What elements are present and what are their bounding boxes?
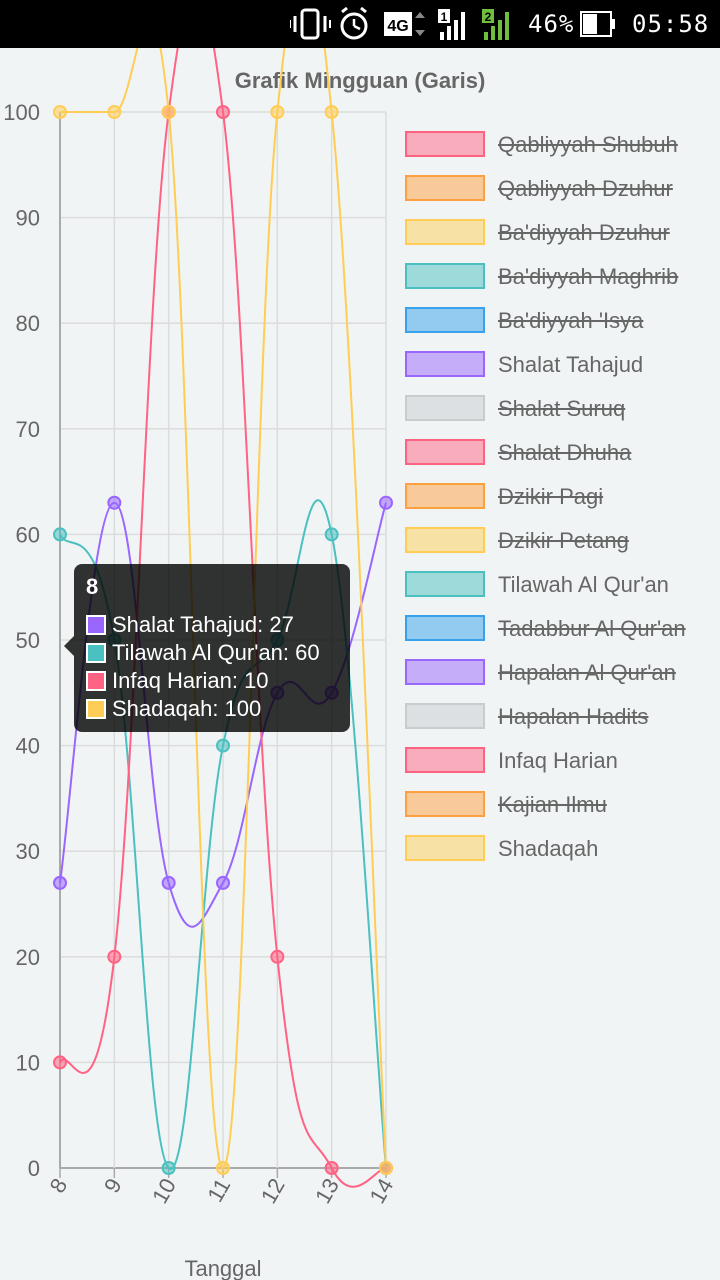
legend-swatch xyxy=(405,219,485,245)
x-tick-label: 10 xyxy=(147,1174,181,1208)
tooltip-swatch xyxy=(86,671,106,691)
legend-swatch xyxy=(405,571,485,597)
battery-percent: 46% xyxy=(528,10,575,38)
legend-swatch xyxy=(405,351,485,377)
data-point xyxy=(53,1055,67,1070)
data-point xyxy=(53,105,67,119)
tooltip-title: 8 xyxy=(86,574,99,599)
data-point xyxy=(216,875,230,890)
legend-swatch xyxy=(405,791,485,817)
data-point xyxy=(161,105,176,119)
series-line xyxy=(59,48,387,1188)
legend-swatch xyxy=(405,395,485,421)
data-point xyxy=(324,527,339,542)
x-tick-label: 9 xyxy=(99,1174,127,1197)
status-icons: 4G 1 2 xyxy=(290,6,509,40)
legend-swatch xyxy=(405,747,485,773)
tooltip-swatch xyxy=(86,699,106,719)
tooltip-swatch xyxy=(86,643,106,663)
legend-swatch xyxy=(405,835,485,861)
x-tick-label: 8 xyxy=(45,1174,73,1197)
legend-swatch xyxy=(405,527,485,553)
y-tick-label: 80 xyxy=(16,311,40,336)
clock: 05:58 xyxy=(632,10,710,38)
data-point xyxy=(379,495,393,510)
tooltip-item: Shalat Tahajud: 27 xyxy=(86,611,294,639)
tooltip-item-text: Shadaqah: 100 xyxy=(112,696,262,721)
data-point xyxy=(161,875,176,890)
y-tick-label: 40 xyxy=(16,734,40,759)
legend-swatch xyxy=(405,483,485,509)
legend-label: Infaq Harian xyxy=(498,748,618,773)
data-point xyxy=(270,105,285,119)
tooltip-item: Shadaqah: 100 xyxy=(86,695,261,723)
series-line xyxy=(59,48,387,1170)
data-point xyxy=(216,105,230,119)
network-type-label: 4G xyxy=(387,18,408,35)
y-tick-label: 30 xyxy=(16,839,40,864)
y-tick-label: 70 xyxy=(16,417,40,442)
weekly-line-chart: Grafik Mingguan (Garis) 0 10 20 30 40 50 60 70 8… xyxy=(3,48,686,1280)
legend-swatch xyxy=(405,131,485,157)
y-tick-label: 10 xyxy=(16,1050,40,1075)
battery-icon xyxy=(580,11,615,37)
data-point xyxy=(324,1161,339,1175)
data-point xyxy=(216,738,230,753)
data-point xyxy=(107,105,122,119)
legend-swatch xyxy=(405,439,485,465)
data-point xyxy=(107,495,122,510)
y-tick-label: 60 xyxy=(16,522,40,547)
network-4g-icon: 4G xyxy=(384,12,425,36)
tooltip-item-text: Shalat Tahajud: 27 xyxy=(112,612,294,637)
chart-title: Grafik Mingguan (Garis) xyxy=(235,68,486,93)
legend-label: Tilawah Al Qur'an xyxy=(498,572,669,597)
data-point xyxy=(53,875,67,890)
legend-label: Shadaqah xyxy=(498,836,598,861)
data-point xyxy=(379,1161,393,1175)
sim2-label: 2 xyxy=(485,10,492,24)
data-point xyxy=(107,949,122,964)
vibrate-icon xyxy=(290,8,331,40)
data-point xyxy=(216,1161,230,1175)
legend-swatch xyxy=(405,659,485,685)
y-tick-label: 100 xyxy=(3,100,40,125)
sim1-label: 1 xyxy=(441,10,448,24)
tooltip-item-text: Tilawah Al Qur'an: 60 xyxy=(112,640,320,665)
x-tick-label: 12 xyxy=(256,1174,290,1208)
tooltip-item: Tilawah Al Qur'an: 60 xyxy=(86,639,320,667)
alarm-icon xyxy=(340,6,368,40)
y-axis-ticks: 0 10 20 30 40 50 60 70 80 90 100 xyxy=(3,100,40,1181)
x-tick-label: 11 xyxy=(202,1174,235,1206)
y-tick-label: 20 xyxy=(16,945,40,970)
data-point xyxy=(324,105,339,119)
legend-swatch xyxy=(405,615,485,641)
tooltip-swatch xyxy=(86,615,106,635)
y-tick-label: 90 xyxy=(16,206,40,231)
data-point xyxy=(270,949,285,964)
x-axis-title: Tanggal xyxy=(184,1256,261,1280)
y-tick-label: 50 xyxy=(16,628,40,653)
x-axis-ticks: 8 9 10 11 12 13 14 xyxy=(45,1174,399,1208)
status-bar: 4G 1 2 46% 05:58 xyxy=(0,0,720,48)
tooltip-item: Infaq Harian: 10 xyxy=(86,667,269,695)
tooltip-item-text: Infaq Harian: 10 xyxy=(112,668,269,693)
y-tick-label: 0 xyxy=(28,1156,40,1181)
chart-tooltip: 8 Shalat Tahajud: 27 Tilawah Al Qur'an: … xyxy=(64,564,350,732)
signal-sim1-icon: 1 xyxy=(438,9,465,40)
data-point xyxy=(161,1161,176,1175)
data-point xyxy=(53,527,67,542)
legend-swatch xyxy=(405,307,485,333)
signal-sim2-icon: 2 xyxy=(482,9,509,40)
legend-swatch xyxy=(405,263,485,289)
legend-swatch xyxy=(405,703,485,729)
legend-swatch xyxy=(405,175,485,201)
legend-label: Shalat Tahajud xyxy=(498,352,643,377)
